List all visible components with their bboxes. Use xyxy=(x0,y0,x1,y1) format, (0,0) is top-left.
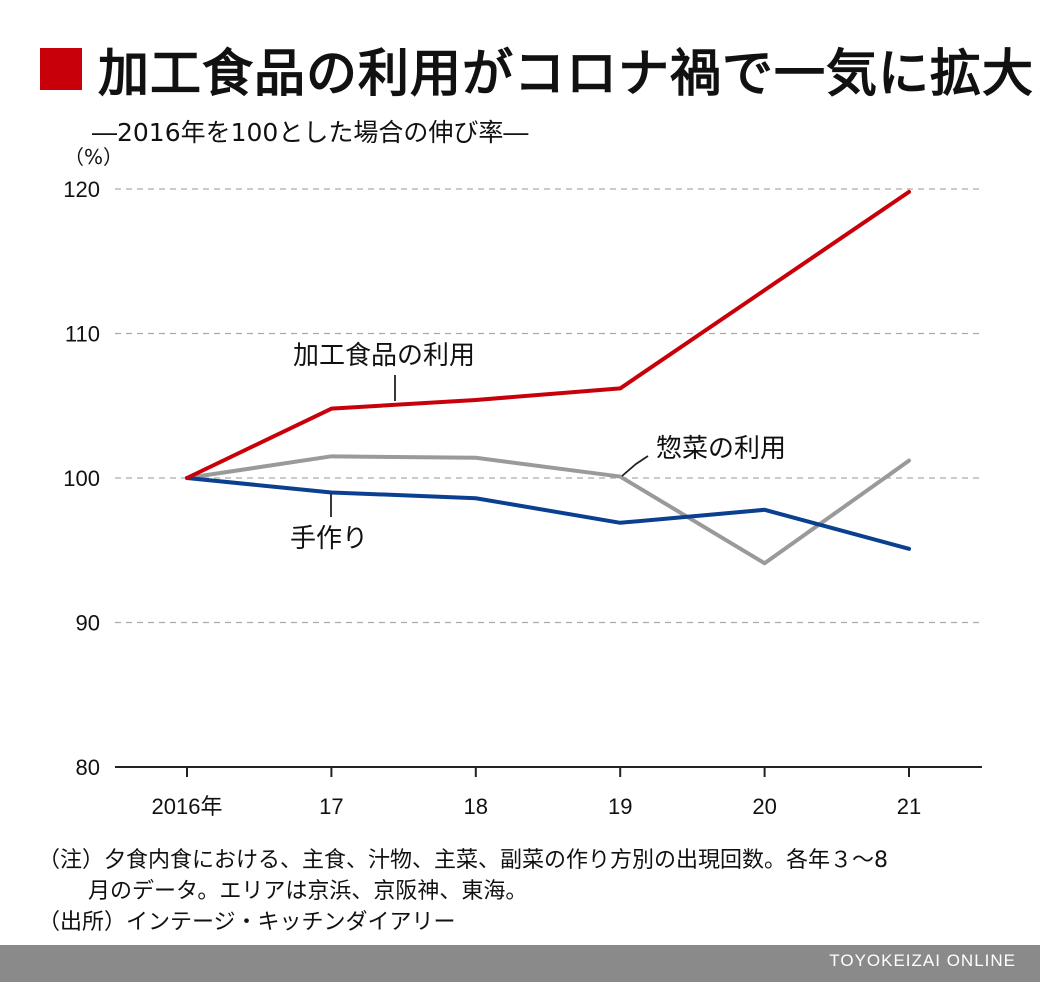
series-line xyxy=(185,189,911,480)
leader-line xyxy=(621,455,649,477)
title-block: 加工食品の利用がコロナ禍で一気に拡大 xyxy=(40,34,1034,104)
x-tick-label: 20 xyxy=(752,794,776,819)
x-tick-label: 2016年 xyxy=(152,794,223,819)
y-axis-unit: （%） xyxy=(64,145,123,169)
y-tick-label: 110 xyxy=(65,322,100,347)
chart-title: 加工食品の利用がコロナ禍で一気に拡大 xyxy=(98,45,1035,104)
series-lines xyxy=(185,189,911,566)
series-line xyxy=(185,476,911,551)
title-square-icon xyxy=(40,48,82,90)
footer-bar: TOYOKEIZAI ONLINE xyxy=(0,945,1040,982)
y-tick-label: 100 xyxy=(63,466,100,491)
x-tick-label: 21 xyxy=(897,794,921,819)
x-tick-label: 17 xyxy=(319,794,343,819)
y-tick-label: 80 xyxy=(76,755,100,780)
series-label: 手作り xyxy=(290,524,368,554)
chart-subtitle: ―2016年を100とした場合の伸び率― xyxy=(92,118,529,147)
brand-label: TOYOKEIZAI ONLINE xyxy=(829,951,1016,970)
line-chart: 80 90 100 110 120 （%） 2016年 17 18 19 20 21 加工食品の利用惣… xyxy=(63,145,982,819)
series-label: 惣菜の利用 xyxy=(656,434,786,464)
x-tick-label: 19 xyxy=(608,794,632,819)
gridlines xyxy=(115,188,982,624)
series-line xyxy=(185,454,911,566)
note-line-1: （注）夕食内食における、主食、汁物、主菜、副菜の作り方別の出現回数。各年３〜8 xyxy=(38,848,888,873)
y-tick-label: 120 xyxy=(63,177,100,202)
axes: 80 90 100 110 120 （%） 2016年 17 18 19 20 21 xyxy=(63,145,982,819)
series-label: 加工食品の利用 xyxy=(293,341,475,371)
x-tick-label: 18 xyxy=(464,794,488,819)
note-line-2: 月のデータ。エリアは京浜、京阪神、東海。 xyxy=(88,879,528,904)
source-line: （出所）インテージ・キッチンダイアリー xyxy=(38,910,456,935)
y-tick-label: 90 xyxy=(76,611,100,636)
